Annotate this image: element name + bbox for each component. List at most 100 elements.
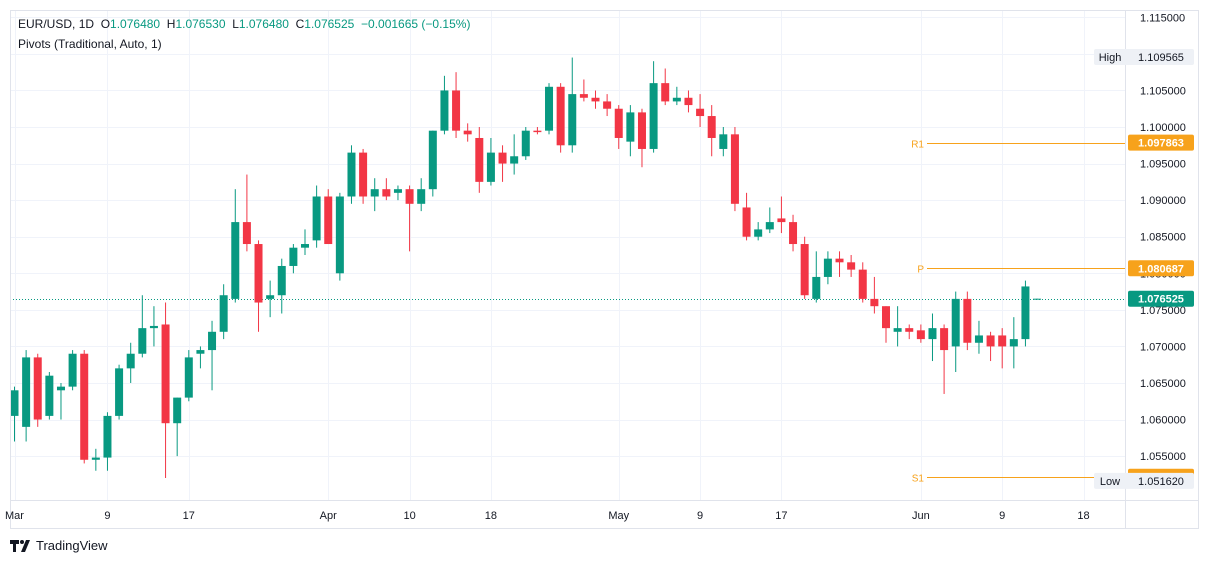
candle bbox=[126, 342, 135, 383]
candle-body bbox=[916, 330, 925, 340]
candle bbox=[359, 148, 368, 204]
legend-high: 1.076530 bbox=[175, 17, 226, 31]
candle-body bbox=[301, 244, 309, 248]
candle-body bbox=[661, 83, 670, 102]
candle bbox=[696, 94, 705, 128]
candle bbox=[301, 229, 309, 255]
price-tick-label: 1.095000 bbox=[1140, 159, 1186, 171]
candle-body bbox=[974, 335, 983, 343]
candle-body bbox=[1009, 339, 1018, 347]
candle-body bbox=[103, 415, 112, 458]
candle bbox=[730, 127, 739, 212]
candle bbox=[765, 207, 774, 234]
candle bbox=[986, 331, 995, 362]
candle bbox=[649, 61, 658, 153]
price-tick-label: 1.100000 bbox=[1140, 122, 1186, 134]
tradingview-brand[interactable]: TradingView bbox=[10, 538, 108, 553]
candle-body bbox=[266, 295, 275, 299]
candle bbox=[161, 302, 170, 479]
candle-body bbox=[289, 247, 298, 266]
candle-body bbox=[928, 328, 937, 340]
legend-close: 1.076525 bbox=[304, 17, 355, 31]
pivot-name-r1: R1 bbox=[911, 140, 924, 151]
candle bbox=[568, 57, 577, 153]
candle bbox=[719, 127, 728, 157]
candle bbox=[208, 320, 217, 391]
chart-legend: EUR/USD, 1D O1.076480 H1.076530 L1.07648… bbox=[18, 16, 470, 52]
candle bbox=[33, 353, 42, 427]
pivot-price-label-p: 1.080687 bbox=[1138, 263, 1184, 275]
candle-body bbox=[68, 353, 77, 387]
candle-body bbox=[80, 353, 89, 460]
candle-body bbox=[219, 295, 228, 332]
candle-body bbox=[417, 189, 426, 204]
candle-body bbox=[603, 101, 612, 109]
candle-body bbox=[591, 97, 600, 102]
candle-body bbox=[649, 83, 658, 149]
candle bbox=[847, 255, 856, 277]
candle bbox=[45, 372, 54, 420]
candle-body bbox=[475, 137, 484, 182]
pivot-price-label-r1: 1.097863 bbox=[1138, 138, 1184, 150]
time-tick-label: 10 bbox=[403, 510, 415, 522]
candle-body bbox=[672, 97, 681, 102]
candle bbox=[231, 189, 240, 303]
candle bbox=[475, 127, 484, 193]
candle bbox=[742, 192, 751, 241]
candle-body bbox=[452, 90, 461, 131]
high-marker-value: 1.109565 bbox=[1138, 52, 1184, 64]
candle-body bbox=[242, 222, 251, 245]
candle-body bbox=[184, 357, 193, 398]
candle bbox=[1021, 280, 1030, 347]
candle-body bbox=[277, 265, 286, 296]
candle-body bbox=[428, 130, 437, 190]
candle-body bbox=[858, 269, 867, 299]
price-tick-label: 1.065000 bbox=[1140, 378, 1186, 390]
candle bbox=[312, 185, 321, 248]
pivot-name-s1: S1 bbox=[912, 474, 925, 485]
legend-symbol: EUR/USD bbox=[18, 17, 73, 31]
candle bbox=[684, 90, 693, 113]
candle bbox=[905, 324, 914, 340]
candle bbox=[893, 306, 902, 347]
time-tick-label: 18 bbox=[1077, 510, 1089, 522]
price-tick-label: 1.055000 bbox=[1140, 451, 1186, 463]
price-tick-label: 1.105000 bbox=[1140, 85, 1186, 97]
candle-body bbox=[847, 262, 856, 270]
candle bbox=[254, 240, 263, 332]
candle-body bbox=[765, 222, 774, 230]
candle-body bbox=[789, 222, 798, 245]
candle-body bbox=[533, 130, 542, 133]
candle-body bbox=[823, 258, 832, 277]
candle bbox=[463, 123, 472, 142]
high-marker-label: High bbox=[1099, 52, 1122, 64]
candle-body bbox=[812, 276, 821, 299]
candle bbox=[184, 350, 193, 402]
candle-body bbox=[196, 350, 205, 354]
candle bbox=[835, 251, 844, 277]
candle-body bbox=[231, 222, 240, 299]
candle-body bbox=[510, 156, 519, 164]
candle-body bbox=[45, 375, 54, 416]
candle bbox=[405, 185, 414, 252]
candle-body bbox=[893, 328, 902, 332]
legend-indicator[interactable]: Pivots (Traditional, Auto, 1) bbox=[18, 37, 162, 51]
current-price-label-bg bbox=[1128, 290, 1194, 307]
candle-body bbox=[870, 298, 879, 307]
candle-body bbox=[1033, 298, 1042, 300]
chart-axes: 1.1150001.1100001.1050001.1000001.095000… bbox=[5, 10, 1199, 529]
candle bbox=[533, 127, 542, 135]
price-tick-label: 1.085000 bbox=[1140, 232, 1186, 244]
candle-body bbox=[719, 134, 728, 149]
candle-body bbox=[393, 189, 402, 193]
candle-body bbox=[370, 189, 379, 197]
time-tick-label: May bbox=[608, 510, 629, 522]
brand-name: TradingView bbox=[36, 538, 108, 553]
candle bbox=[545, 83, 554, 135]
candle bbox=[196, 346, 205, 369]
candle-body bbox=[626, 112, 635, 142]
candle-body bbox=[1021, 286, 1030, 340]
low-marker-bg bbox=[1094, 472, 1194, 489]
candle bbox=[858, 262, 867, 303]
